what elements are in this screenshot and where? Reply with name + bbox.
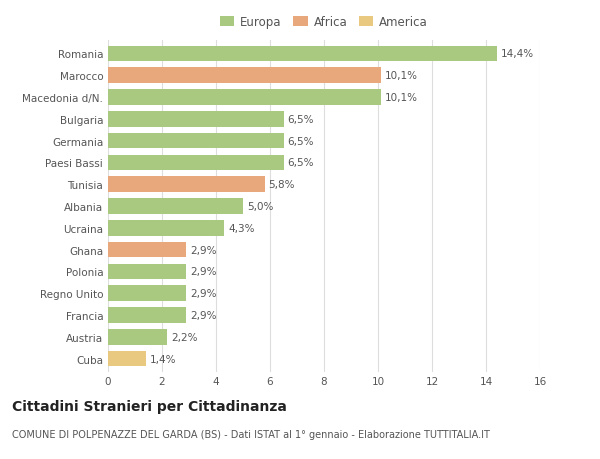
Bar <box>108 308 187 323</box>
Text: COMUNE DI POLPENAZZE DEL GARDA (BS) - Dati ISTAT al 1° gennaio - Elaborazione TU: COMUNE DI POLPENAZZE DEL GARDA (BS) - Da… <box>12 429 490 439</box>
Text: 6,5%: 6,5% <box>287 158 314 168</box>
Bar <box>108 90 381 106</box>
Text: 2,9%: 2,9% <box>190 267 217 277</box>
Bar <box>108 46 497 62</box>
Bar <box>108 329 167 345</box>
Text: 10,1%: 10,1% <box>385 71 418 81</box>
Bar <box>108 134 284 149</box>
Text: 5,8%: 5,8% <box>269 180 295 190</box>
Text: 2,2%: 2,2% <box>172 332 198 342</box>
Text: 6,5%: 6,5% <box>287 136 314 146</box>
Text: Cittadini Stranieri per Cittadinanza: Cittadini Stranieri per Cittadinanza <box>12 399 287 413</box>
Legend: Europa, Africa, America: Europa, Africa, America <box>220 16 428 29</box>
Bar <box>108 242 187 258</box>
Bar <box>108 220 224 236</box>
Text: 6,5%: 6,5% <box>287 115 314 124</box>
Bar <box>108 68 381 84</box>
Text: 2,9%: 2,9% <box>190 289 217 298</box>
Text: 5,0%: 5,0% <box>247 202 274 212</box>
Text: 1,4%: 1,4% <box>150 354 176 364</box>
Bar <box>108 112 284 128</box>
Bar <box>108 155 284 171</box>
Text: 2,9%: 2,9% <box>190 245 217 255</box>
Text: 2,9%: 2,9% <box>190 310 217 320</box>
Bar <box>108 285 187 302</box>
Bar <box>108 264 187 280</box>
Text: 4,3%: 4,3% <box>228 223 254 233</box>
Text: 10,1%: 10,1% <box>385 93 418 103</box>
Bar <box>108 351 146 367</box>
Bar <box>108 199 243 214</box>
Text: 14,4%: 14,4% <box>501 50 534 59</box>
Bar <box>108 177 265 193</box>
